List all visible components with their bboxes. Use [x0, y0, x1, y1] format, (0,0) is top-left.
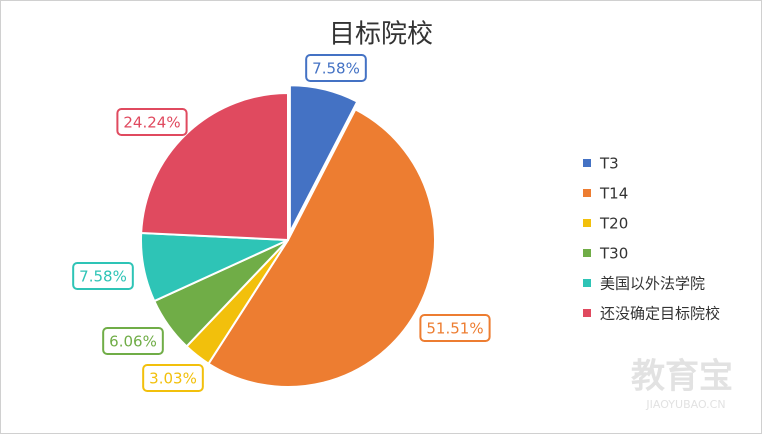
data-label: 7.58%	[312, 60, 360, 78]
watermark-text: 教育宝	[631, 357, 733, 397]
data-label-box	[305, 54, 367, 82]
chart-title: 目标院校	[329, 20, 433, 50]
legend-swatch	[583, 189, 591, 197]
data-label: 7.58%	[79, 268, 127, 286]
data-label-box	[142, 364, 204, 392]
legend-swatch	[583, 249, 591, 257]
legend-swatch	[583, 159, 591, 167]
data-label: 6.06%	[109, 333, 157, 351]
watermark-url: JIAOYUBAO.CN	[645, 398, 725, 411]
legend-label: T3	[599, 155, 619, 173]
data-label: 3.03%	[149, 370, 197, 388]
legend-label: T30	[599, 245, 628, 263]
pie-slice	[207, 108, 436, 388]
data-label-box	[116, 108, 188, 136]
data-label: 51.51%	[426, 320, 483, 338]
legend-swatch	[583, 219, 591, 227]
legend-swatch	[583, 279, 591, 287]
pie-slice	[288, 84, 359, 233]
data-label-box	[72, 262, 134, 290]
data-label: 24.24%	[123, 114, 180, 132]
legend-label: T14	[599, 185, 628, 203]
legend-label: 还没确定目标院校	[600, 305, 720, 323]
legend-label: 美国以外法学院	[600, 275, 705, 293]
legend-label: T20	[599, 215, 628, 233]
data-label-box	[419, 314, 491, 342]
legend-swatch	[583, 309, 591, 317]
data-label-box	[102, 327, 164, 355]
